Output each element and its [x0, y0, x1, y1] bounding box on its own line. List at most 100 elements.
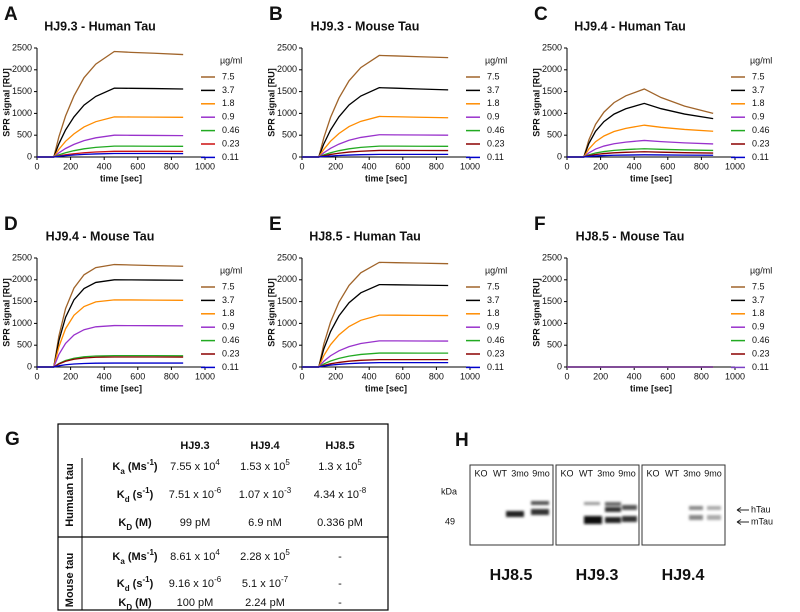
cell-part: ): [150, 489, 154, 501]
cell: 1.53 x 105: [240, 458, 290, 473]
x-axis-label: time [sec]: [630, 383, 672, 393]
legend-label: 3.7: [752, 295, 765, 305]
x-tick-label: 1000: [725, 371, 745, 381]
x-tick-label: 400: [97, 371, 112, 381]
y-axis-label: SPR signal [RU]: [1, 278, 11, 347]
series-line: [37, 50, 184, 158]
y-tick-label: 0: [292, 361, 297, 371]
cell-part: K: [118, 517, 126, 529]
x-tick-label: 200: [63, 161, 78, 171]
legend-label: 1.8: [222, 308, 235, 318]
y-tick-label: 0: [27, 151, 32, 161]
x-tick-label: 600: [395, 161, 410, 171]
cell-part: 4: [215, 458, 220, 467]
cell: 99 pM: [180, 517, 211, 529]
y-axis-label: SPR signal [RU]: [531, 278, 541, 347]
legend-label: 0.46: [487, 125, 505, 135]
legend-label: 0.46: [487, 335, 505, 345]
legend-label: 0.9: [752, 322, 765, 332]
x-tick-label: 600: [395, 371, 410, 381]
cell: KD (M): [118, 597, 152, 612]
x-axis-label: time [sec]: [365, 173, 407, 183]
y-tick-label: 1500: [12, 86, 32, 96]
lane-label: WT: [579, 468, 593, 478]
y-axis-label: SPR signal [RU]: [266, 68, 276, 137]
band: [605, 502, 621, 506]
series-line: [302, 352, 449, 368]
panel-letter: G: [5, 429, 20, 450]
panel-letter: H: [455, 430, 469, 451]
band: [584, 516, 602, 524]
legend-label: 0.9: [222, 322, 235, 332]
x-tick-label: 0: [34, 371, 39, 381]
band: [531, 509, 549, 515]
x-tick-label: 600: [130, 161, 145, 171]
y-tick-label: 0: [557, 151, 562, 161]
y-tick-label: 0: [292, 151, 297, 161]
y-tick-label: 2500: [12, 42, 32, 52]
legend-label: 3.7: [222, 295, 235, 305]
y-axis-label: SPR signal [RU]: [1, 68, 11, 137]
cell-part: -: [338, 578, 342, 590]
y-tick-label: 2500: [277, 42, 297, 52]
antibody-label: HJ8.5: [490, 567, 533, 584]
band: [622, 505, 637, 510]
y-axis-label: SPR signal [RU]: [266, 278, 276, 347]
band: [605, 517, 621, 523]
antibody-label: HJ9.3: [576, 567, 619, 584]
y-tick-label: 1500: [542, 86, 562, 96]
cell: 7.55 x 104: [170, 458, 220, 473]
cell: -: [338, 597, 342, 609]
unit-label: kDa: [441, 486, 457, 496]
x-tick-label: 1000: [725, 161, 745, 171]
series-line: [37, 299, 184, 368]
lane-label: 3mo: [597, 468, 615, 478]
y-axis-label: SPR signal [RU]: [531, 68, 541, 137]
lane-label: 3mo: [683, 468, 701, 478]
x-tick-label: 400: [627, 371, 642, 381]
legend-label: 0.23: [752, 138, 770, 148]
band: [506, 511, 524, 517]
cell-part: 9.16 x 10: [169, 578, 214, 590]
band: [584, 502, 600, 505]
x-tick-label: 800: [694, 371, 709, 381]
band: [531, 501, 549, 505]
cell-part: 5.1 x 10: [242, 578, 281, 590]
cell: Kd (s-1): [117, 575, 154, 593]
cell: 5.1 x 10-7: [242, 575, 289, 590]
cell-part: K: [112, 551, 120, 563]
legend-label: 7.5: [222, 281, 235, 291]
series-line: [302, 314, 449, 368]
cell-part: (s: [130, 489, 143, 501]
x-tick-label: 0: [564, 371, 569, 381]
band-arrows: [736, 507, 749, 525]
cell: KD (M): [118, 517, 152, 532]
cell-part: 5: [357, 458, 362, 467]
series-line: [302, 361, 449, 368]
legend-label: 0.9: [487, 112, 500, 122]
cell: 2.28 x 105: [240, 548, 290, 563]
chart-title: HJ8.5 - Mouse Tau: [576, 229, 685, 243]
cell-part: K: [118, 597, 126, 609]
y-tick-label: 1500: [542, 296, 562, 306]
cell-part: -6: [214, 575, 222, 584]
band: [689, 506, 703, 510]
series-line: [567, 88, 714, 158]
legend-label: 0.23: [487, 138, 505, 148]
cell-part: K: [117, 578, 125, 590]
cell-part: a: [120, 467, 125, 476]
cell-part: -1: [142, 486, 150, 495]
x-tick-label: 400: [627, 161, 642, 171]
x-tick-label: 1000: [460, 371, 480, 381]
cell: -: [338, 578, 342, 590]
cell: 9.16 x 10-6: [169, 575, 222, 590]
legend-label: 0.46: [752, 335, 770, 345]
legend-title: µg/ml: [750, 55, 772, 65]
legend-label: 7.5: [487, 71, 500, 81]
series-line: [37, 116, 184, 158]
y-tick-label: 500: [17, 130, 32, 140]
column-header: HJ9.4: [250, 440, 280, 452]
y-tick-label: 2000: [542, 274, 562, 284]
cell-part: (Ms: [125, 461, 147, 473]
